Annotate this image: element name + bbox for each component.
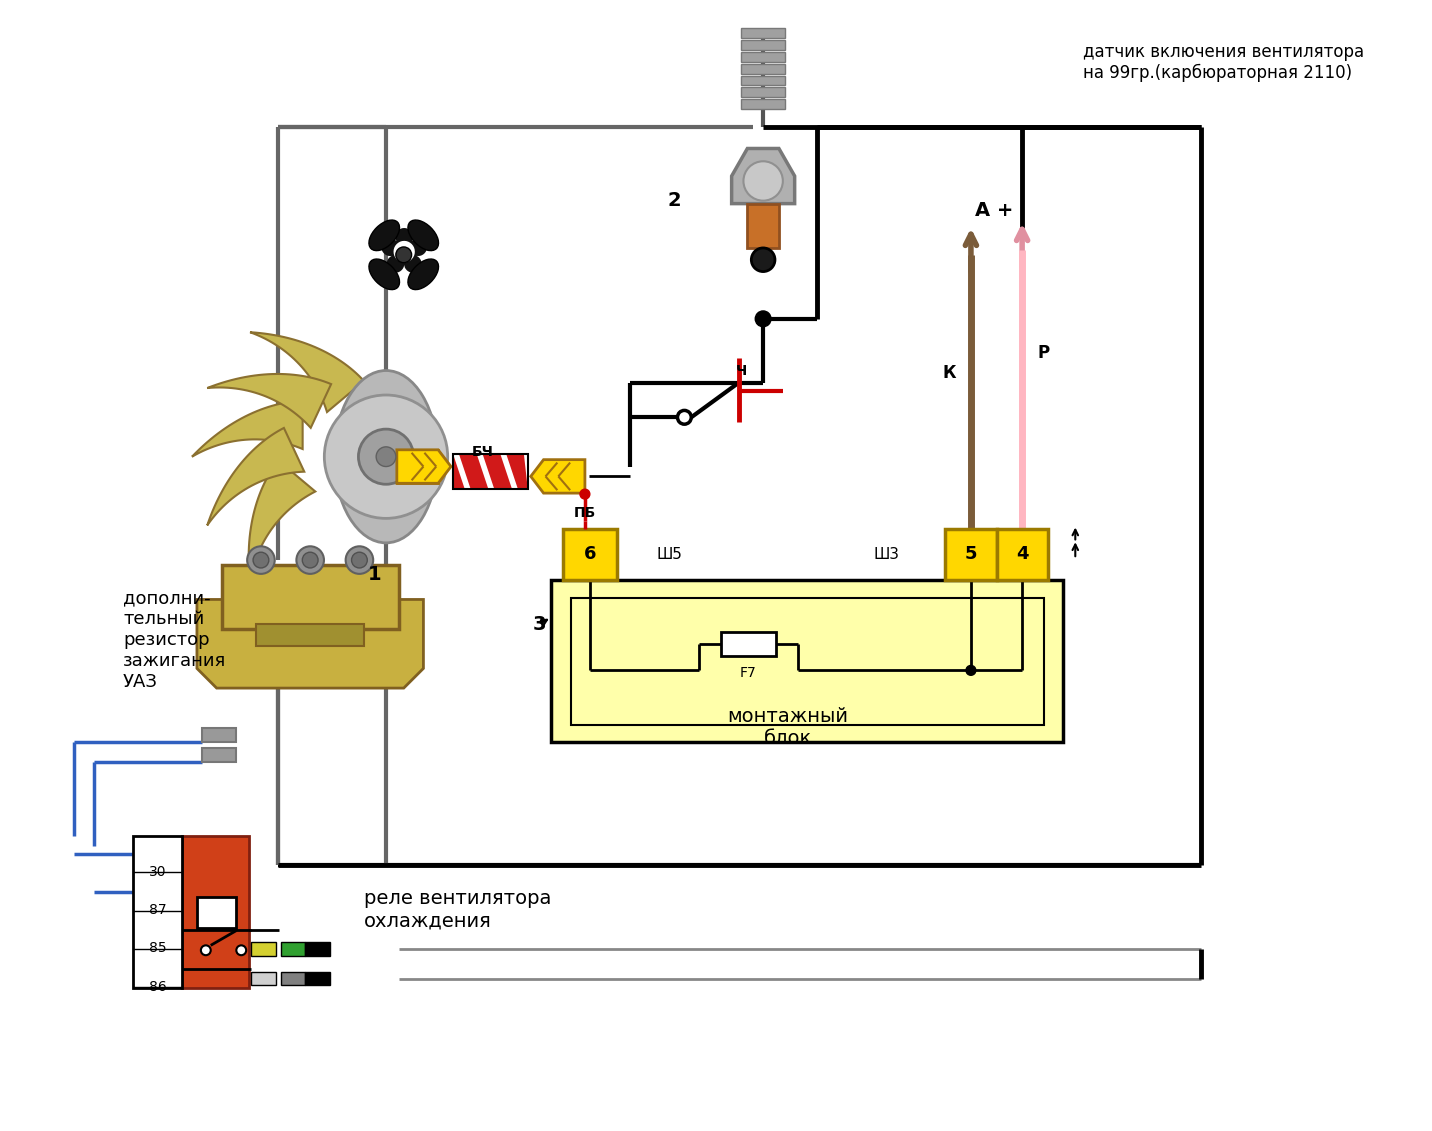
Bar xyxy=(742,63,785,74)
Text: 30: 30 xyxy=(149,865,166,879)
Text: 3: 3 xyxy=(533,614,547,633)
Bar xyxy=(453,454,528,490)
Polygon shape xyxy=(458,454,488,490)
Text: ✿: ✿ xyxy=(378,225,430,285)
Text: К: К xyxy=(942,364,957,382)
Bar xyxy=(281,942,305,956)
Text: ПБ: ПБ xyxy=(574,506,596,520)
Text: 87: 87 xyxy=(149,904,166,917)
Text: БЧ: БЧ xyxy=(471,444,494,459)
Ellipse shape xyxy=(408,259,438,290)
Circle shape xyxy=(967,665,975,675)
Text: F7: F7 xyxy=(740,666,756,681)
Circle shape xyxy=(677,411,692,424)
Polygon shape xyxy=(505,454,528,490)
Bar xyxy=(563,528,617,580)
Bar xyxy=(945,528,997,580)
Polygon shape xyxy=(192,400,302,457)
Text: 6: 6 xyxy=(584,545,596,563)
Circle shape xyxy=(377,447,395,466)
Bar xyxy=(281,972,305,985)
Ellipse shape xyxy=(369,221,400,251)
Circle shape xyxy=(755,311,770,327)
Text: 85: 85 xyxy=(149,941,166,956)
Bar xyxy=(251,972,276,985)
Bar xyxy=(997,528,1048,580)
Circle shape xyxy=(351,552,367,568)
Bar xyxy=(222,566,398,629)
Circle shape xyxy=(200,946,211,956)
Bar xyxy=(742,87,785,97)
Polygon shape xyxy=(198,599,424,688)
Polygon shape xyxy=(251,333,364,412)
Bar xyxy=(742,76,785,86)
Bar xyxy=(748,204,779,248)
Circle shape xyxy=(580,490,590,499)
Bar xyxy=(182,836,249,988)
Text: Ш3: Ш3 xyxy=(874,546,899,562)
Text: 1: 1 xyxy=(368,566,381,585)
Text: А +: А + xyxy=(975,201,1014,221)
Circle shape xyxy=(296,546,324,573)
Ellipse shape xyxy=(369,259,400,290)
Polygon shape xyxy=(453,454,465,490)
Text: монтажный
блок: монтажный блок xyxy=(727,707,848,748)
Polygon shape xyxy=(208,428,304,526)
Text: Ч: Ч xyxy=(736,364,748,378)
Bar xyxy=(251,942,276,956)
Text: реле вентилятора
охлаждения: реле вентилятора охлаждения xyxy=(364,889,551,930)
Text: Р: Р xyxy=(1038,344,1050,362)
Polygon shape xyxy=(483,454,513,490)
Circle shape xyxy=(324,395,448,518)
Bar xyxy=(571,597,1044,725)
Bar xyxy=(551,580,1064,742)
Bar xyxy=(305,972,329,985)
Text: 5: 5 xyxy=(965,545,977,563)
Circle shape xyxy=(395,247,411,262)
Bar xyxy=(720,632,776,656)
Ellipse shape xyxy=(408,221,438,251)
Bar xyxy=(305,942,329,956)
Text: дополни-
тельный
резистор
зажигания
УАЗ: дополни- тельный резистор зажигания УАЗ xyxy=(123,589,226,691)
Circle shape xyxy=(236,946,246,956)
Polygon shape xyxy=(397,450,451,483)
Text: 2: 2 xyxy=(667,191,682,210)
Bar xyxy=(256,624,364,646)
Bar xyxy=(742,28,785,38)
Circle shape xyxy=(752,248,775,271)
Text: 4: 4 xyxy=(1015,545,1028,563)
Text: Ш5: Ш5 xyxy=(657,546,683,562)
Circle shape xyxy=(302,552,318,568)
Polygon shape xyxy=(208,374,331,428)
Bar xyxy=(742,41,785,50)
Bar xyxy=(742,52,785,62)
Text: 86: 86 xyxy=(149,979,166,994)
Circle shape xyxy=(345,546,374,573)
Bar xyxy=(198,897,236,929)
Polygon shape xyxy=(732,148,795,204)
Bar xyxy=(202,728,236,742)
Text: датчик включения вентилятора
на 99гр.(карбюраторная 2110): датчик включения вентилятора на 99гр.(ка… xyxy=(1083,43,1365,83)
Bar xyxy=(202,749,236,762)
Bar xyxy=(453,454,528,490)
Bar xyxy=(397,450,438,483)
Circle shape xyxy=(358,429,414,484)
Ellipse shape xyxy=(334,371,438,543)
Polygon shape xyxy=(249,460,315,581)
Circle shape xyxy=(743,162,783,200)
Circle shape xyxy=(253,552,269,568)
Circle shape xyxy=(248,546,275,573)
Bar xyxy=(133,836,182,988)
Bar xyxy=(742,100,785,109)
Polygon shape xyxy=(531,459,584,493)
